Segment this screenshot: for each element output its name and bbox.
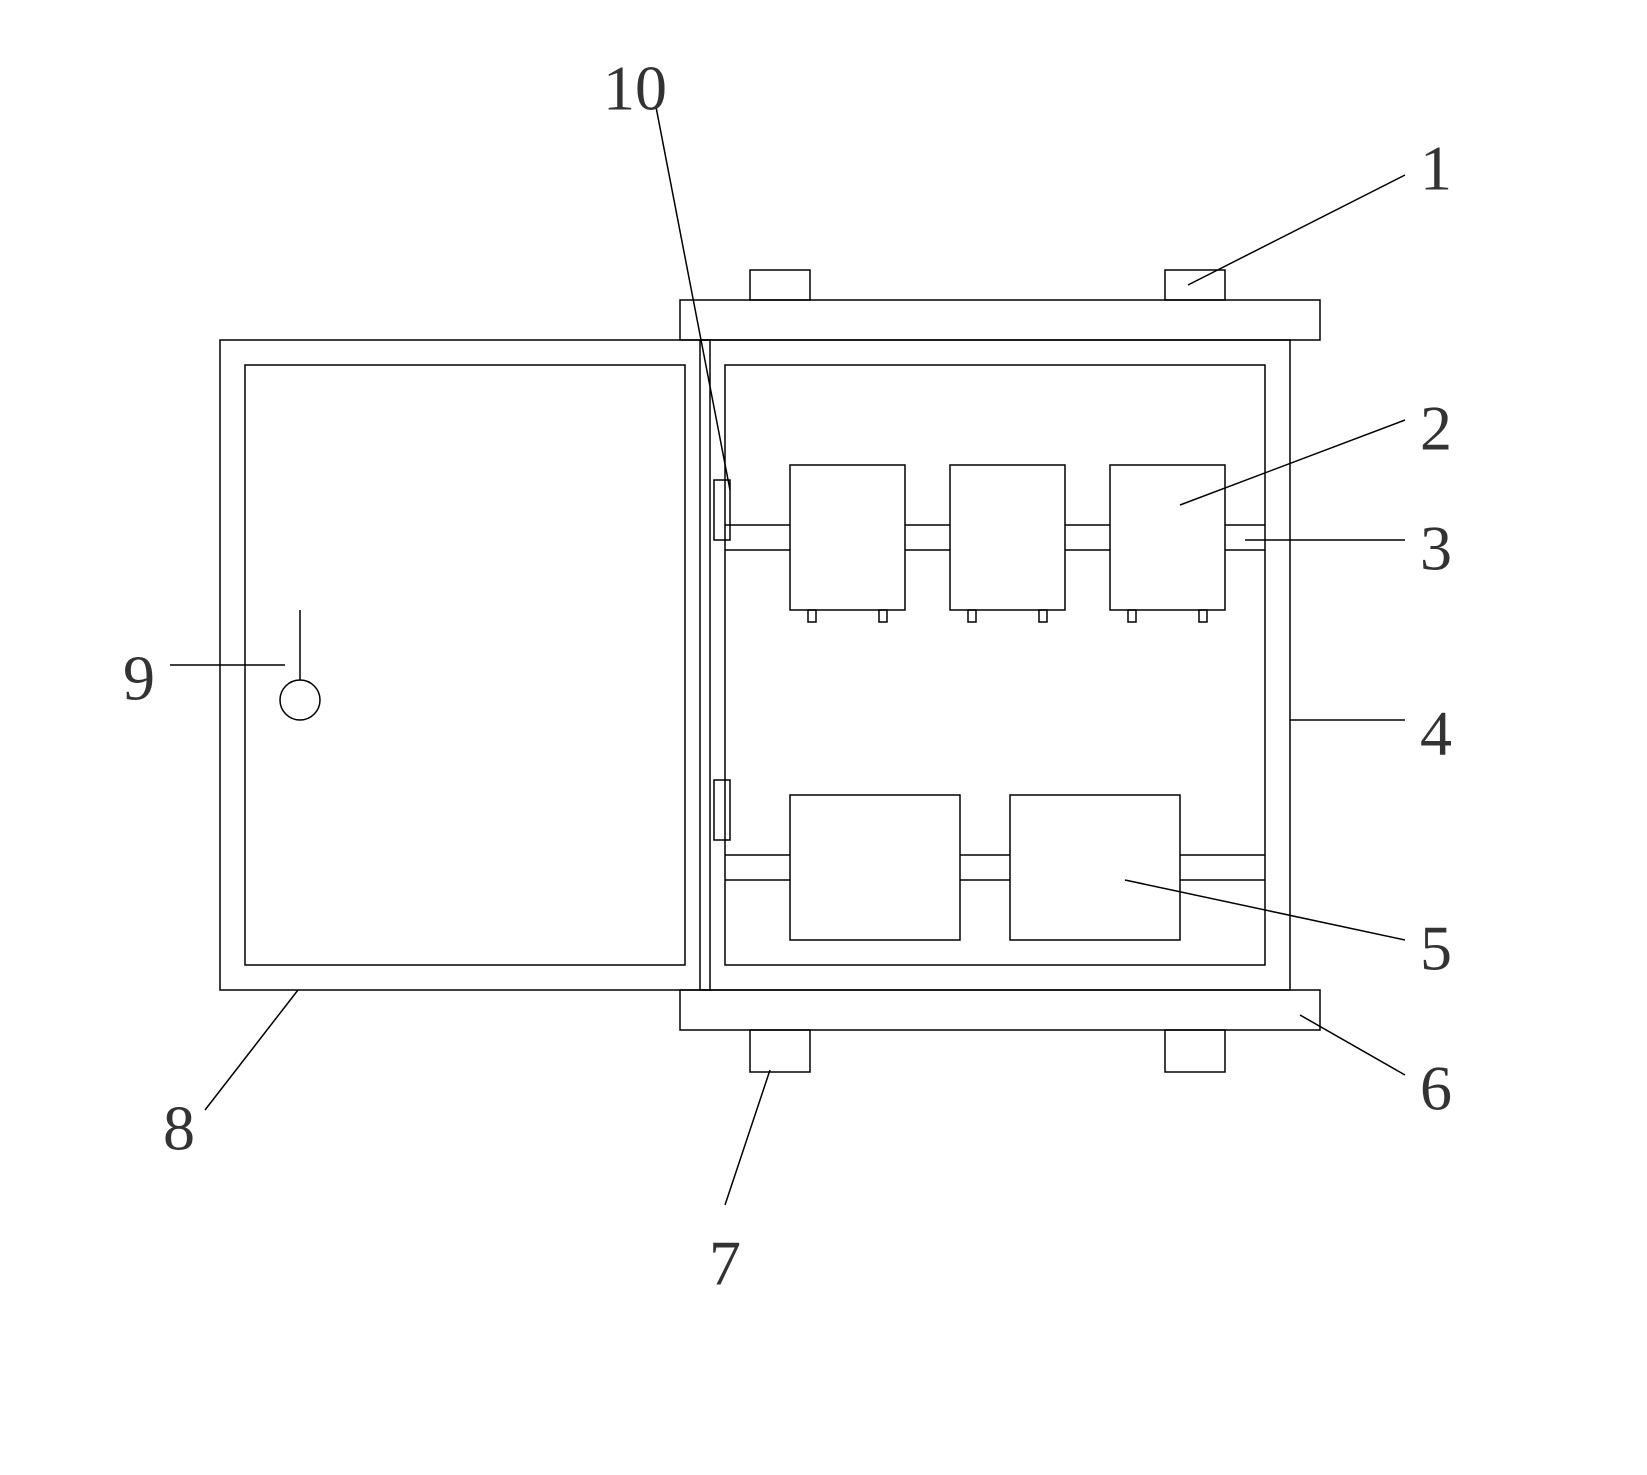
callout-labels: 1 2 3 4 5 6 7 8 9 10 bbox=[123, 53, 1452, 1299]
label-l6: 6 bbox=[1420, 1053, 1452, 1124]
bottom-plate-body bbox=[680, 990, 1320, 1030]
leader-l10 bbox=[656, 107, 730, 490]
label-l1: 1 bbox=[1420, 133, 1452, 204]
door-handle bbox=[280, 610, 320, 720]
hinge-0 bbox=[714, 480, 730, 540]
hinges bbox=[714, 480, 730, 840]
label-l2: 2 bbox=[1420, 393, 1452, 464]
module-bottom-0 bbox=[790, 795, 960, 940]
cabinet-outer-frame bbox=[700, 340, 1290, 990]
cabinet-door bbox=[220, 340, 710, 990]
module-row-bottom bbox=[790, 795, 1180, 940]
module-top-2-foot-l bbox=[1128, 610, 1136, 622]
module-top-2-foot-r bbox=[1199, 610, 1207, 622]
bottom-mount-plate bbox=[680, 990, 1320, 1072]
leader-l2 bbox=[1180, 420, 1405, 505]
module-top-1-foot-r bbox=[1039, 610, 1047, 622]
label-l8: 8 bbox=[163, 1093, 195, 1164]
door-outer-frame bbox=[220, 340, 710, 990]
top-tab-0 bbox=[750, 270, 810, 300]
module-top-1-foot-l bbox=[968, 610, 976, 622]
top-mount-plate bbox=[680, 270, 1320, 340]
leader-l6 bbox=[1300, 1015, 1405, 1075]
label-l10: 10 bbox=[603, 53, 667, 124]
module-top-0-foot-r bbox=[879, 610, 887, 622]
top-plate-body bbox=[680, 300, 1320, 340]
label-l4: 4 bbox=[1420, 698, 1452, 769]
module-top-2 bbox=[1110, 465, 1225, 610]
module-top-0 bbox=[790, 465, 905, 610]
leader-l8 bbox=[205, 990, 298, 1110]
module-top-0-foot-l bbox=[808, 610, 816, 622]
label-l7: 7 bbox=[709, 1228, 741, 1299]
hinge-1 bbox=[714, 780, 730, 840]
leader-l7 bbox=[725, 1070, 770, 1205]
door-inner-frame bbox=[245, 365, 685, 965]
module-bottom-1 bbox=[1010, 795, 1180, 940]
cabinet-body bbox=[700, 340, 1290, 990]
module-top-1 bbox=[950, 465, 1065, 610]
handle-knob bbox=[280, 680, 320, 720]
top-tab-1 bbox=[1165, 270, 1225, 300]
label-l9: 9 bbox=[123, 643, 155, 714]
module-row-top bbox=[790, 465, 1225, 622]
label-l5: 5 bbox=[1420, 913, 1452, 984]
label-l3: 3 bbox=[1420, 513, 1452, 584]
leader-l1 bbox=[1188, 175, 1405, 285]
cabinet-inner-frame bbox=[725, 365, 1265, 965]
bottom-tab-0 bbox=[750, 1030, 810, 1072]
bottom-tab-1 bbox=[1165, 1030, 1225, 1072]
